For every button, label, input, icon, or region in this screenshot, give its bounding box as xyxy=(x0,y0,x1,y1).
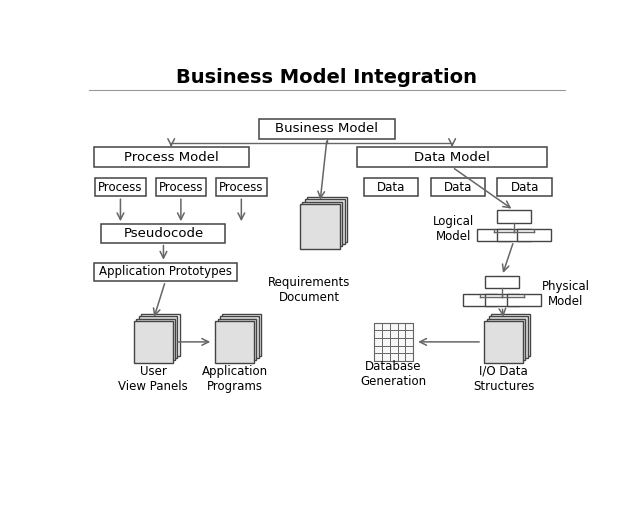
Bar xyxy=(94,147,249,167)
Bar xyxy=(300,204,340,249)
Bar xyxy=(364,178,419,196)
Text: I/O Data
Structures: I/O Data Structures xyxy=(473,365,535,393)
Bar xyxy=(138,316,177,358)
Bar xyxy=(485,294,519,306)
Text: Application
Programs: Application Programs xyxy=(202,365,268,393)
Text: Requirements
Document: Requirements Document xyxy=(268,275,350,304)
Bar xyxy=(141,314,180,356)
Bar xyxy=(223,314,261,356)
Bar xyxy=(302,202,343,246)
Text: User
View Panels: User View Panels xyxy=(119,365,188,393)
Text: Process: Process xyxy=(98,180,143,194)
Bar xyxy=(259,119,395,138)
Text: Data Model: Data Model xyxy=(414,151,490,164)
Bar xyxy=(94,263,237,281)
Bar xyxy=(375,322,413,361)
Text: Logical
Model: Logical Model xyxy=(433,214,474,243)
Bar xyxy=(101,224,225,242)
Text: Data: Data xyxy=(377,180,406,194)
Bar xyxy=(134,321,173,363)
Text: Process: Process xyxy=(159,180,203,194)
Bar xyxy=(497,229,531,241)
Text: Process: Process xyxy=(219,180,263,194)
Bar xyxy=(487,319,525,360)
Text: Business Model: Business Model xyxy=(276,122,378,135)
Bar xyxy=(491,314,530,356)
Text: Application Prototypes: Application Prototypes xyxy=(99,265,232,278)
Text: Physical
Model: Physical Model xyxy=(542,280,590,308)
Text: Business Model Integration: Business Model Integration xyxy=(177,68,477,87)
Bar xyxy=(517,229,551,241)
Text: Process Model: Process Model xyxy=(124,151,219,164)
Text: Database
Generation: Database Generation xyxy=(360,360,427,388)
Bar xyxy=(137,319,175,360)
Bar xyxy=(216,178,267,196)
Bar xyxy=(489,316,528,358)
Bar xyxy=(463,294,498,306)
Bar xyxy=(95,178,145,196)
Bar xyxy=(156,178,206,196)
Bar xyxy=(477,229,510,241)
Bar xyxy=(431,178,485,196)
Bar xyxy=(357,147,547,167)
Bar xyxy=(307,197,347,242)
Bar xyxy=(497,210,531,223)
Text: Pseudocode: Pseudocode xyxy=(123,227,204,240)
Bar xyxy=(507,294,541,306)
Bar xyxy=(218,319,256,360)
Text: Data: Data xyxy=(444,180,472,194)
Bar xyxy=(304,199,345,244)
Bar xyxy=(216,321,254,363)
Bar xyxy=(220,316,259,358)
Bar xyxy=(498,178,552,196)
Bar xyxy=(485,276,519,288)
Bar xyxy=(484,321,523,363)
Text: Data: Data xyxy=(510,180,538,194)
